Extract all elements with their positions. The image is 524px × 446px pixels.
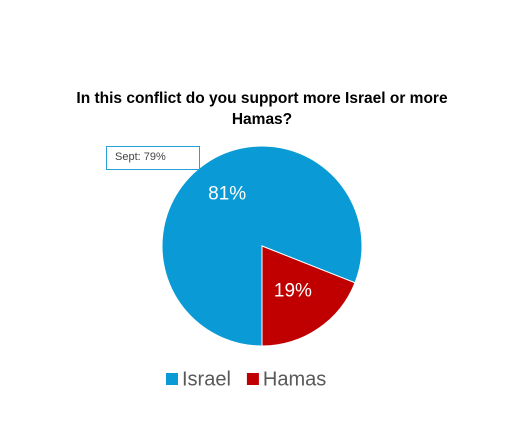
legend-label: Israel [182, 368, 231, 390]
legend-label: Hamas [263, 368, 326, 390]
legend-swatch [246, 373, 259, 385]
data-label: 19% [274, 281, 312, 302]
chart-title: In this conflict do you support more Isr… [76, 90, 448, 128]
pie-slice [261, 245, 356, 347]
data-label: 81% [208, 184, 246, 205]
annotation: Sept: 79% [106, 146, 200, 170]
legend-swatch [166, 373, 178, 385]
